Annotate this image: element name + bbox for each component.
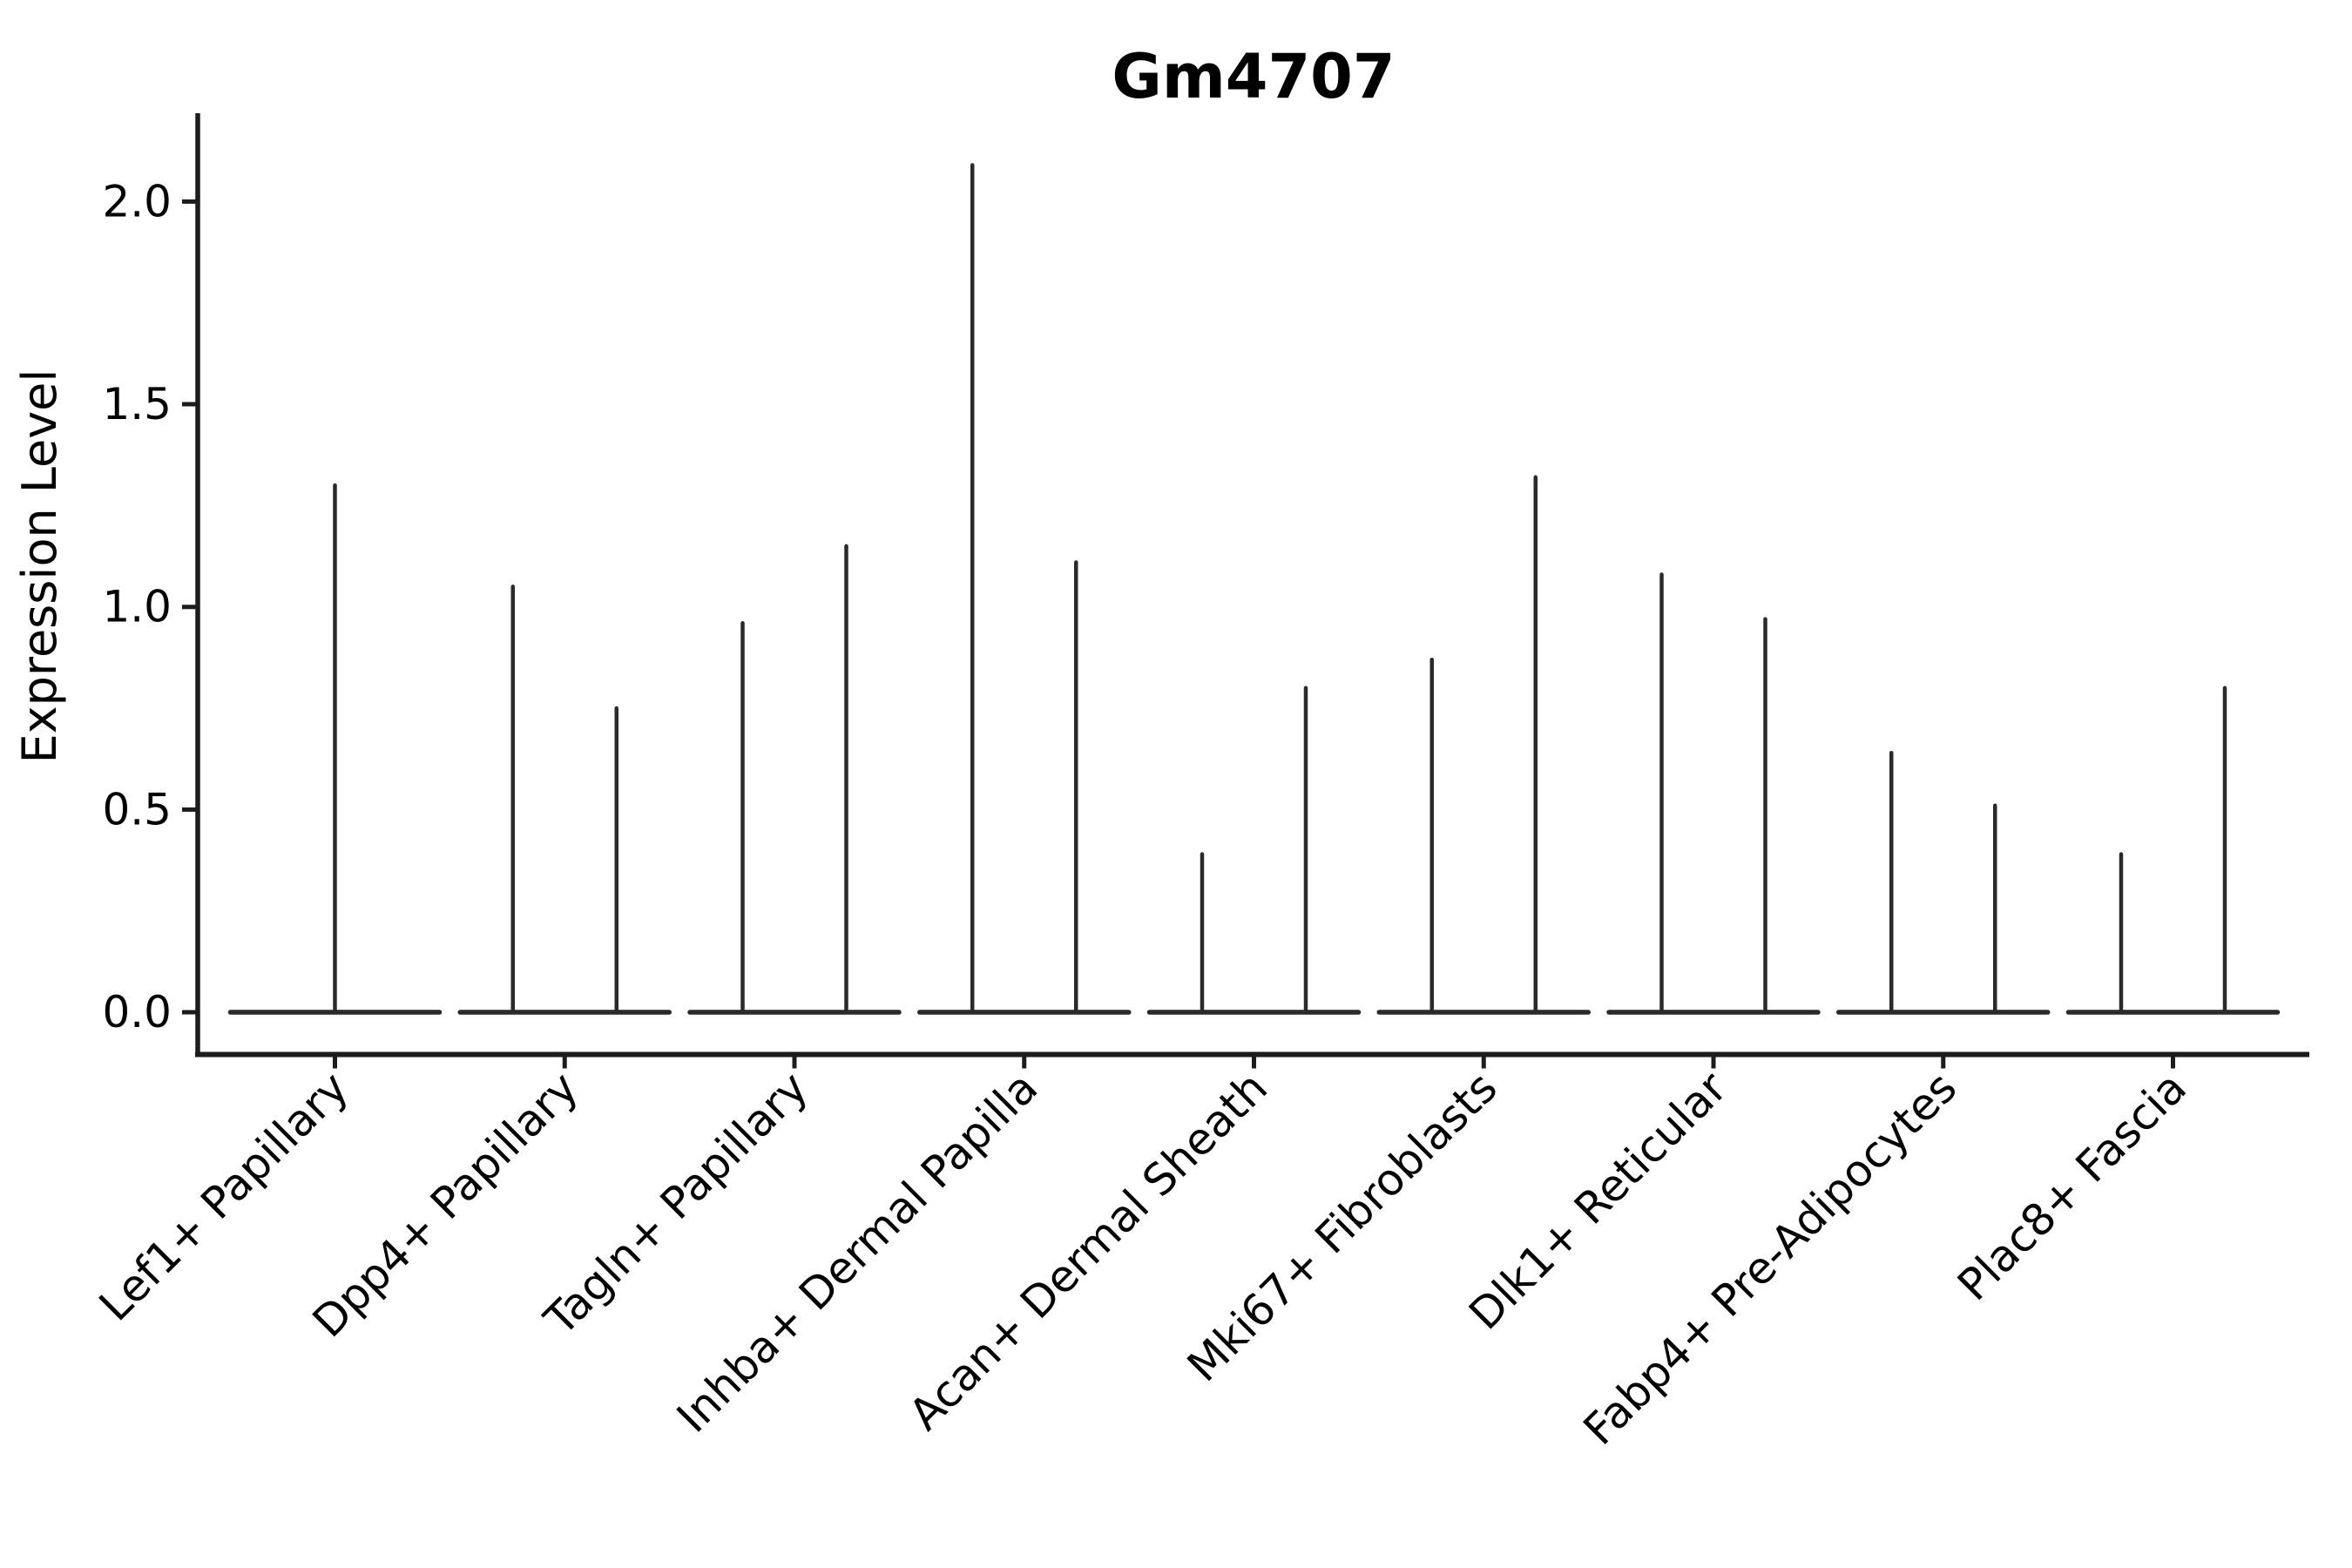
x-tick-label: Lef1+ Papillary	[90, 1062, 358, 1330]
chart-title: Gm4707	[1112, 41, 1395, 112]
y-tick-label: 0.5	[102, 784, 172, 835]
y-tick-label: 1.5	[102, 379, 172, 429]
violins-layer	[227, 163, 2281, 1015]
y-tick-label: 2.0	[102, 176, 172, 226]
y-axis-label: Expression Level	[12, 369, 67, 764]
y-tick-label: 1.0	[102, 582, 172, 632]
y-axis-ticks: 0.0 0.5 1.0 1.5 2.0	[102, 176, 198, 1037]
y-tick-label: 0.0	[102, 987, 172, 1037]
x-tick-label: Plac8+ Fascia	[1948, 1062, 2196, 1310]
x-tick-label: Fabp4+ Pre-Adipocytes	[1574, 1062, 1967, 1455]
